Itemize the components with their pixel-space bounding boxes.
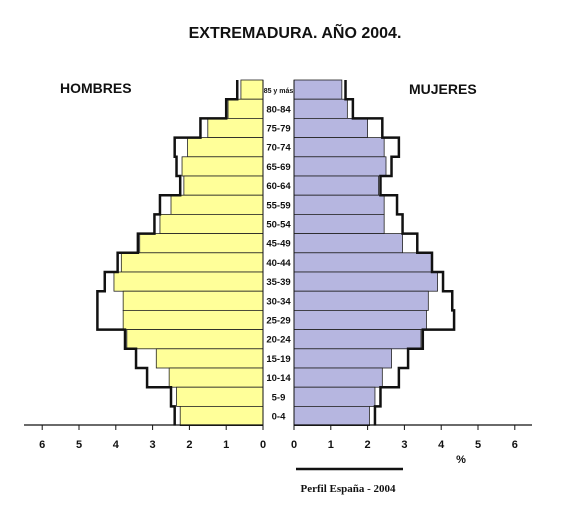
bar-hombres xyxy=(187,137,264,158)
age-group-label: 10-14 xyxy=(266,373,291,384)
age-group-label: 75-79 xyxy=(266,124,290,135)
age-group-label: 30-34 xyxy=(266,296,291,307)
x-tick-label-left: 6 xyxy=(39,439,45,451)
reference-profile-mujeres xyxy=(344,80,456,426)
age-group-label: 0-4 xyxy=(272,412,286,423)
bar-hombres xyxy=(122,290,264,311)
unit-label: % xyxy=(456,454,466,466)
x-tick-label-right: 3 xyxy=(401,439,407,451)
bar-mujeres xyxy=(293,194,385,215)
age-group-label: 45-49 xyxy=(266,239,290,250)
age-group-label: 50-54 xyxy=(266,220,291,231)
age-group-label: 65-69 xyxy=(266,162,290,173)
bar-mujeres xyxy=(293,290,429,311)
bar-hombres xyxy=(227,98,264,119)
age-group-label: 55-59 xyxy=(266,200,290,211)
bar-hombres xyxy=(155,348,264,369)
bar-hombres xyxy=(126,329,264,350)
bar-mujeres xyxy=(293,213,385,234)
bar-hombres xyxy=(168,367,264,388)
age-group-label: 25-29 xyxy=(266,316,290,327)
bar-hombres xyxy=(240,79,264,100)
bar-hombres xyxy=(207,118,264,139)
age-group-label: 35-39 xyxy=(266,277,290,288)
age-group-label: 70-74 xyxy=(266,143,291,154)
bar-mujeres xyxy=(293,329,422,350)
bar-hombres xyxy=(113,271,264,292)
x-tick-label-left: 3 xyxy=(150,439,156,451)
bar-hombres xyxy=(122,309,264,330)
reference-profile-hombres xyxy=(96,80,239,426)
x-tick-label-right: 4 xyxy=(438,439,445,451)
bar-mujeres xyxy=(293,175,380,196)
bar-mujeres xyxy=(293,233,403,254)
x-tick-label-left: 0 xyxy=(260,439,266,451)
bar-mujeres xyxy=(293,386,376,407)
bar-mujeres xyxy=(293,137,385,158)
age-group-label: 85 y más xyxy=(264,88,294,95)
bar-mujeres xyxy=(293,348,392,369)
x-tick-label-left: 5 xyxy=(76,439,82,451)
chart-title: EXTREMADURA. AÑO 2004. xyxy=(189,22,402,42)
age-group-label: 15-19 xyxy=(266,354,290,365)
bar-hombres xyxy=(120,252,264,273)
age-group-label: 60-64 xyxy=(266,181,291,192)
x-tick-label-right: 1 xyxy=(328,439,334,451)
x-tick-label-left: 4 xyxy=(113,439,120,451)
bar-hombres xyxy=(159,213,264,234)
x-tick-label-left: 2 xyxy=(186,439,192,451)
bar-hombres xyxy=(139,233,264,254)
age-group-label: 80-84 xyxy=(266,104,291,115)
bar-hombres xyxy=(176,386,264,407)
left-side-label: HOMBRES xyxy=(60,80,132,96)
bar-mujeres xyxy=(293,367,383,388)
bar-mujeres xyxy=(293,98,348,119)
bar-mujeres xyxy=(293,309,427,330)
x-tick-label-right: 0 xyxy=(291,439,297,451)
right-side-label: MUJERES xyxy=(409,81,477,97)
x-tick-label-left: 1 xyxy=(223,439,229,451)
bar-mujeres xyxy=(293,79,343,100)
age-group-label: 40-44 xyxy=(266,258,291,269)
bar-hombres xyxy=(179,405,264,426)
bar-mujeres xyxy=(293,252,433,273)
bar-hombres xyxy=(170,194,264,215)
age-group-label: 5-9 xyxy=(272,392,286,403)
x-tick-label-right: 5 xyxy=(475,439,481,451)
bar-hombres xyxy=(181,156,264,177)
bar-mujeres xyxy=(293,118,368,139)
bar-mujeres xyxy=(293,271,438,292)
age-group-label: 20-24 xyxy=(266,335,291,346)
reference-legend-label: Perfil España - 2004 xyxy=(300,483,396,495)
bar-hombres xyxy=(183,175,264,196)
bar-mujeres xyxy=(293,405,370,426)
x-tick-label-right: 2 xyxy=(365,439,371,451)
x-tick-label-right: 6 xyxy=(512,439,518,451)
bar-mujeres xyxy=(293,156,387,177)
